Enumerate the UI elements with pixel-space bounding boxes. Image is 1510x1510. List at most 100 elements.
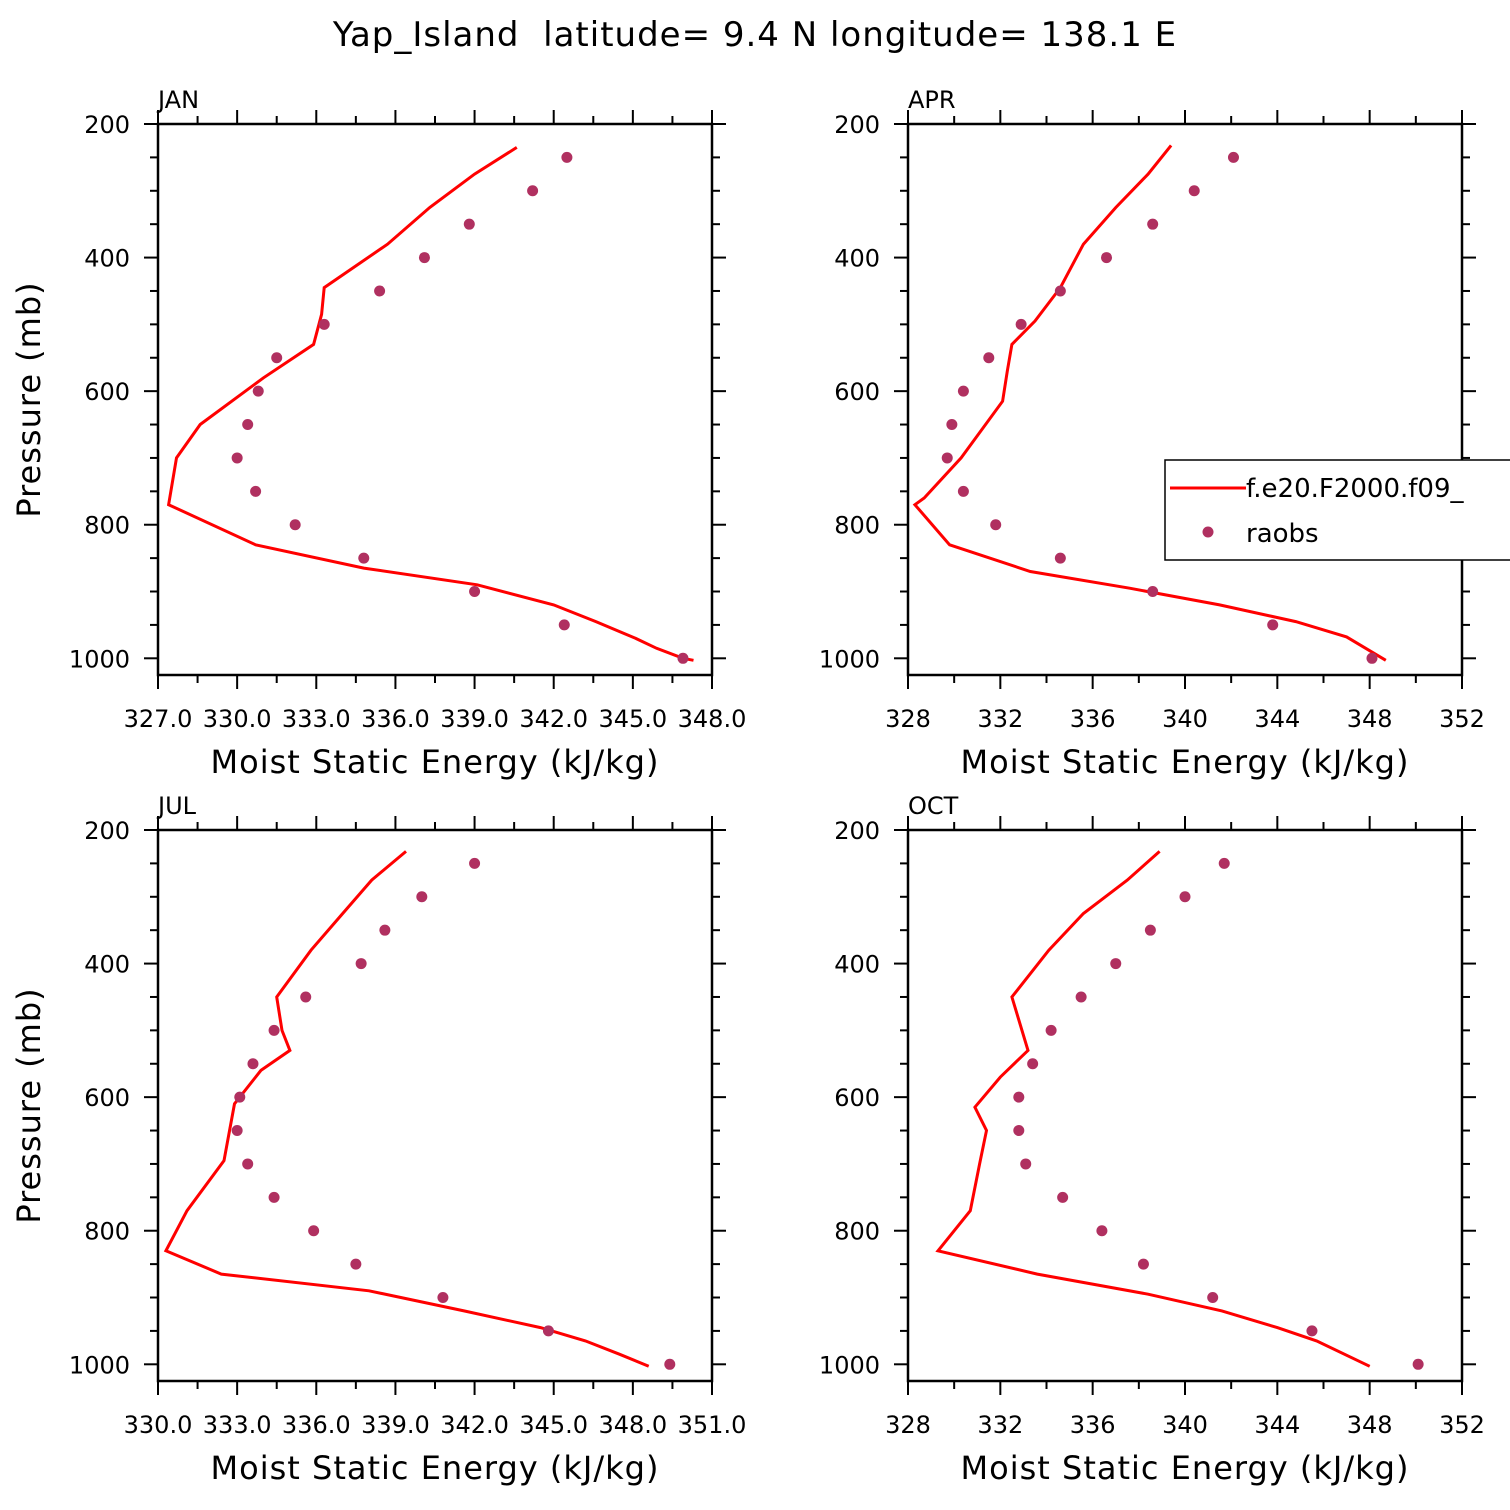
raobs-point-jan bbox=[242, 419, 254, 431]
raobs-point-jan bbox=[250, 485, 262, 497]
raobs-point-apr bbox=[1188, 185, 1200, 197]
y-axis-label-jul: Pressure (mb) bbox=[10, 987, 48, 1223]
y-tick-label-jan: 400 bbox=[84, 245, 130, 273]
x-tick-label-jul: 348.0 bbox=[598, 1411, 667, 1439]
x-tick-label-oct: 332 bbox=[977, 1411, 1023, 1439]
raobs-point-jul bbox=[469, 857, 481, 869]
x-tick-label-jan: 333.0 bbox=[282, 705, 351, 733]
x-tick-label-apr: 328 bbox=[885, 705, 931, 733]
raobs-point-jan bbox=[271, 352, 283, 364]
x-tick-label-jul: 336.0 bbox=[282, 1411, 351, 1439]
y-tick-label-oct: 600 bbox=[834, 1084, 880, 1112]
raobs-point-oct bbox=[1412, 1358, 1424, 1370]
raobs-point-jan bbox=[374, 285, 386, 297]
x-tick-label-apr: 352 bbox=[1439, 705, 1485, 733]
raobs-point-oct bbox=[1013, 1091, 1025, 1103]
raobs-point-jan bbox=[289, 519, 301, 531]
y-tick-label-jan: 600 bbox=[84, 378, 130, 406]
panels: JAN 327.0 330.0 333.0 336.0 339.0 342.0 345.0 34… bbox=[10, 86, 1485, 1487]
x-tick-label-apr: 340 bbox=[1162, 705, 1208, 733]
legend-raobs-label: raobs bbox=[1246, 519, 1319, 549]
plot-frame-jul bbox=[156, 828, 714, 1383]
raobs-point-oct bbox=[1110, 958, 1122, 970]
x-tick-label-jan: 342.0 bbox=[519, 705, 588, 733]
raobs-point-jul bbox=[355, 958, 367, 970]
legend: f.e20.F2000.f09_ raobs bbox=[1164, 459, 1510, 561]
panel-title-jan: JAN bbox=[156, 86, 199, 114]
raobs-point-jul bbox=[234, 1091, 246, 1103]
y-tick-label-oct: 800 bbox=[834, 1218, 880, 1246]
raobs-point-jan bbox=[677, 652, 689, 664]
x-tick-label-jul: 351.0 bbox=[678, 1411, 747, 1439]
raobs-point-apr bbox=[1015, 318, 1027, 330]
raobs-point-jul bbox=[416, 891, 428, 903]
y-tick-label-apr: 400 bbox=[834, 245, 880, 273]
raobs-point-apr bbox=[957, 485, 969, 497]
y-tick-label-apr: 800 bbox=[834, 512, 880, 540]
raobs-point-apr bbox=[1054, 285, 1066, 297]
raobs-point-jan bbox=[469, 586, 481, 598]
raobs-point-oct bbox=[1306, 1325, 1318, 1337]
y-tick-label-jul: 1000 bbox=[69, 1351, 130, 1379]
x-tick-label-oct: 328 bbox=[885, 1411, 931, 1439]
panel-title-oct: OCT bbox=[908, 792, 959, 820]
x-tick-label-apr: 332 bbox=[977, 705, 1023, 733]
raobs-point-oct bbox=[1045, 1024, 1057, 1036]
raobs-point-jan bbox=[561, 151, 573, 163]
x-tick-label-apr: 336 bbox=[1070, 705, 1116, 733]
model-line-apr bbox=[912, 144, 1387, 662]
raobs-point-apr bbox=[1366, 652, 1378, 664]
raobs-point-jan bbox=[527, 185, 539, 197]
x-tick-label-jan: 336.0 bbox=[361, 705, 430, 733]
y-tick-label-jul: 600 bbox=[84, 1084, 130, 1112]
x-tick-label-jul: 330.0 bbox=[124, 1411, 193, 1439]
raobs-point-apr bbox=[957, 385, 969, 397]
y-tick-label-apr: 1000 bbox=[819, 645, 880, 673]
raobs-point-oct bbox=[1020, 1158, 1032, 1170]
y-tick-label-oct: 400 bbox=[834, 951, 880, 979]
x-axis-label-jul: Moist Static Energy (kJ/kg) bbox=[211, 1449, 660, 1487]
legend-raobs-marker bbox=[1202, 526, 1214, 538]
plot-frame-apr bbox=[906, 122, 1464, 677]
figure-title: Yap_Island latitude= 9.4 N longitude= 13… bbox=[332, 15, 1177, 55]
legend-model-label: f.e20.F2000.f09_ bbox=[1246, 474, 1464, 504]
x-tick-label-jul: 333.0 bbox=[203, 1411, 272, 1439]
panel-jan: JAN 327.0 330.0 333.0 336.0 339.0 342.0 345.0 34… bbox=[10, 86, 746, 781]
raobs-point-apr bbox=[946, 419, 958, 431]
x-tick-label-jul: 342.0 bbox=[440, 1411, 509, 1439]
x-tick-label-jan: 345.0 bbox=[598, 705, 667, 733]
x-tick-label-jan: 330.0 bbox=[203, 705, 272, 733]
raobs-point-jul bbox=[231, 1125, 243, 1137]
panel-oct: OCT 328 332 336 340 344 348 352 200 400 600 800 1000… bbox=[819, 792, 1485, 1487]
raobs-point-jan bbox=[463, 218, 475, 230]
raobs-point-jul bbox=[308, 1225, 320, 1237]
raobs-point-apr bbox=[1101, 252, 1113, 264]
x-tick-label-oct: 352 bbox=[1439, 1411, 1485, 1439]
raobs-point-oct bbox=[1057, 1191, 1069, 1203]
raobs-point-jul bbox=[350, 1258, 362, 1270]
raobs-point-jan bbox=[318, 318, 330, 330]
panel-jul: JUL 330.0 333.0 336.0 339.0 342.0 345.0 348.0 35… bbox=[10, 792, 746, 1487]
raobs-point-jul bbox=[379, 924, 391, 936]
raobs-point-jan bbox=[418, 252, 430, 264]
panel-apr: APR 328 332 336 340 344 348 352 200 400 600 800 1000… bbox=[819, 86, 1485, 781]
y-tick-label-jul: 800 bbox=[84, 1218, 130, 1246]
x-tick-label-apr: 348 bbox=[1347, 705, 1393, 733]
raobs-point-jul bbox=[300, 991, 312, 1003]
panel-title-jul: JUL bbox=[156, 792, 197, 820]
y-tick-label-jan: 800 bbox=[84, 512, 130, 540]
legend-box bbox=[1164, 459, 1510, 561]
model-line-jan bbox=[166, 146, 694, 662]
x-tick-label-oct: 344 bbox=[1254, 1411, 1300, 1439]
plot-frame-jan bbox=[156, 122, 714, 677]
raobs-point-apr bbox=[941, 452, 953, 464]
raobs-point-oct bbox=[1027, 1058, 1039, 1070]
raobs-point-jul bbox=[542, 1325, 554, 1337]
x-tick-label-apr: 344 bbox=[1254, 705, 1300, 733]
x-tick-label-oct: 336 bbox=[1070, 1411, 1116, 1439]
x-tick-label-oct: 348 bbox=[1347, 1411, 1393, 1439]
raobs-point-apr bbox=[1147, 218, 1159, 230]
x-tick-label-jul: 339.0 bbox=[361, 1411, 430, 1439]
raobs-point-apr bbox=[1147, 586, 1159, 598]
raobs-point-oct bbox=[1096, 1225, 1108, 1237]
